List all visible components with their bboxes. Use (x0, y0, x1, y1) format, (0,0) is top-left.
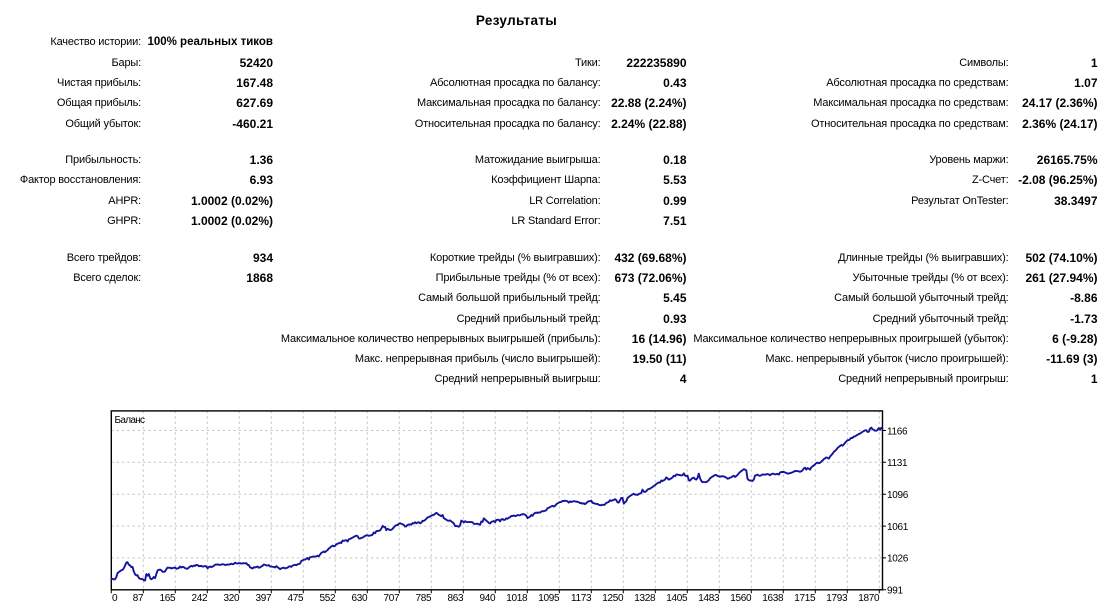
svg-text:397: 397 (256, 593, 273, 604)
svg-text:1018: 1018 (506, 593, 528, 604)
svg-text:242: 242 (192, 593, 209, 604)
svg-text:552: 552 (320, 593, 337, 604)
svg-text:1483: 1483 (698, 593, 720, 604)
svg-text:863: 863 (448, 593, 465, 604)
svg-text:1870: 1870 (858, 593, 880, 604)
svg-text:940: 940 (480, 593, 497, 604)
svg-text:991: 991 (887, 586, 904, 597)
svg-text:1166: 1166 (887, 426, 908, 437)
svg-text:Баланс: Баланс (115, 415, 146, 426)
svg-text:1793: 1793 (826, 593, 848, 604)
svg-text:1405: 1405 (666, 593, 688, 604)
svg-text:320: 320 (224, 593, 241, 604)
svg-text:1096: 1096 (887, 490, 909, 501)
svg-text:165: 165 (160, 593, 177, 604)
svg-text:1173: 1173 (571, 593, 592, 604)
svg-text:0: 0 (112, 593, 118, 604)
svg-text:1131: 1131 (887, 458, 908, 469)
svg-text:630: 630 (352, 593, 369, 604)
svg-text:1715: 1715 (794, 593, 816, 604)
svg-text:1638: 1638 (762, 593, 784, 604)
svg-text:707: 707 (384, 593, 401, 604)
svg-text:1328: 1328 (634, 593, 656, 604)
svg-text:87: 87 (133, 593, 144, 604)
svg-text:785: 785 (416, 593, 433, 604)
svg-text:1026: 1026 (887, 554, 909, 565)
svg-text:475: 475 (288, 593, 305, 604)
svg-text:1095: 1095 (538, 593, 560, 604)
svg-text:1250: 1250 (602, 593, 624, 604)
svg-text:1560: 1560 (730, 593, 752, 604)
svg-text:1061: 1061 (887, 522, 909, 533)
